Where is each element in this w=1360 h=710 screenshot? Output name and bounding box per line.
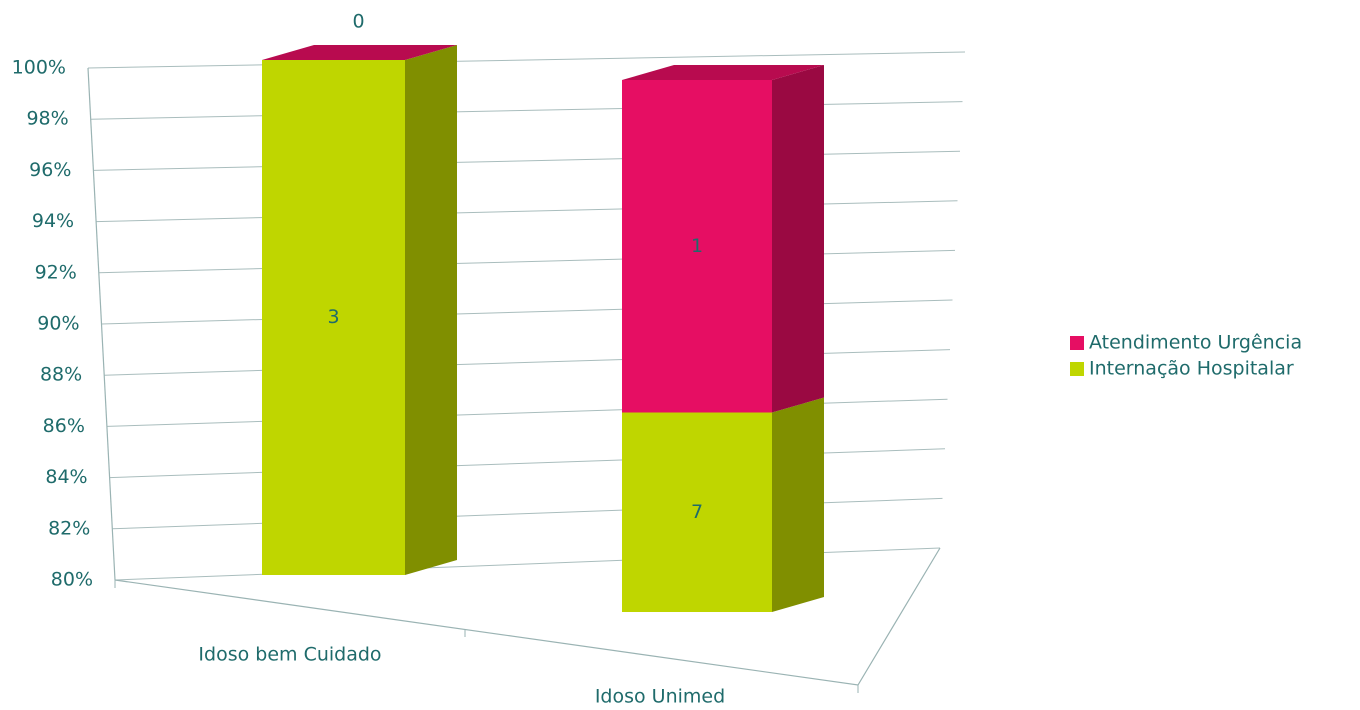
- bar-segment: [622, 80, 772, 413]
- legend-swatch: [1070, 336, 1084, 350]
- y-tick-label: 88%: [40, 364, 82, 386]
- grid-line: [96, 200, 958, 223]
- data-label: 3: [327, 306, 339, 328]
- data-label: 7: [691, 501, 703, 523]
- legend-label: Atendimento Urgência: [1089, 332, 1302, 354]
- bar-segment: [622, 412, 772, 612]
- y-tick-label: 94%: [32, 210, 74, 232]
- data-label: 0: [352, 11, 364, 33]
- y-tick-label: 80%: [51, 569, 93, 591]
- bar-side: [772, 397, 824, 612]
- y-tick-label: 82%: [48, 517, 90, 539]
- bar-side: [405, 45, 457, 575]
- y-tick-label: 84%: [45, 466, 87, 488]
- bar-side: [772, 65, 824, 413]
- y-axis: [87, 67, 116, 581]
- grid-line: [101, 299, 953, 325]
- legend-label: Internação Hospitalar: [1089, 358, 1294, 380]
- legend-swatch: [1070, 362, 1084, 376]
- grid-line: [90, 101, 963, 120]
- grid-line: [93, 150, 961, 171]
- y-tick-label: 100%: [12, 57, 66, 79]
- x-tick-label: Idoso bem Cuidado: [198, 644, 381, 666]
- y-tick-label: 96%: [29, 159, 71, 181]
- x-tick-label: Idoso Unimed: [595, 686, 725, 708]
- bar-segment: [262, 60, 405, 575]
- bar-top: [262, 45, 457, 60]
- y-tick-label: 98%: [26, 108, 68, 130]
- grid: [87, 51, 966, 581]
- y-tick-label: 92%: [35, 261, 77, 283]
- y-tick-label: 86%: [43, 415, 85, 437]
- y-tick-label: 90%: [37, 313, 79, 335]
- grid-line: [98, 249, 956, 274]
- data-label: 1: [691, 235, 703, 257]
- grid-line: [87, 51, 966, 69]
- bar-top: [622, 65, 824, 80]
